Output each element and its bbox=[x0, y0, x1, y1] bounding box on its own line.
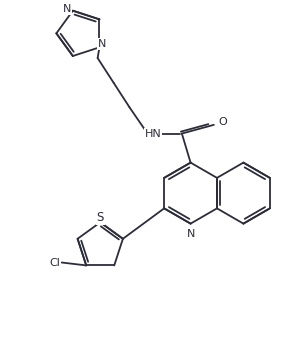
Text: O: O bbox=[218, 117, 227, 127]
Text: N: N bbox=[63, 4, 71, 14]
Text: S: S bbox=[96, 212, 104, 224]
Text: Cl: Cl bbox=[50, 257, 61, 268]
Text: HN: HN bbox=[144, 129, 161, 139]
Text: N: N bbox=[186, 229, 195, 239]
Text: N: N bbox=[98, 39, 106, 49]
